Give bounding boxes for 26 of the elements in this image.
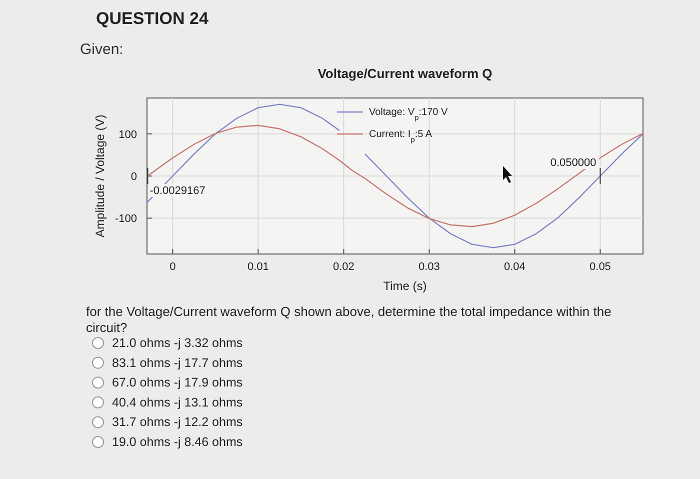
annotation: 0.050000 [550, 157, 596, 169]
chart-title: Voltage/Current waveform Q [318, 66, 492, 81]
line-series [146, 124, 644, 228]
legend-label: Voltage: V$_{p}$:170 V [369, 107, 448, 122]
text: Given: [80, 41, 124, 58]
y-axis-title: Amplitude / Voltage (V) [93, 114, 107, 238]
text: 19.0 ohms -j 8.46 ohms [112, 435, 243, 449]
x-tick-label: 0.04 [504, 261, 526, 273]
text: 83.1 ohms -j 17.7 ohms [112, 356, 243, 370]
x-tick-label: 0.03 [418, 261, 440, 273]
legend-label: Current: I$_{p}$:5 A [369, 129, 432, 144]
y-tick-label: 100 [118, 128, 137, 141]
text: 21.0 ohms -j 3.32 ohms [112, 336, 243, 350]
text: 40.4 ohms -j 13.1 ohms [112, 395, 243, 410]
annotation: -0.0029167 [150, 185, 206, 197]
x-tick-label: 0.01 [247, 261, 269, 273]
text: QUESTION 24 [96, 9, 209, 28]
x-tick-label: 0.02 [332, 261, 354, 273]
text: for the Voltage/Current waveform Q shown above, determine the total impedance within the circuit? [86, 304, 612, 335]
x-axis-title: Time (s) [383, 279, 427, 293]
y-tick-label: -100 [114, 213, 137, 226]
x-tick-label: 0 [170, 261, 176, 273]
y-tick-label: 0 [130, 171, 137, 183]
x-tick-label: 0.05 [590, 261, 611, 273]
text: 31.7 ohms -j 12.2 ohms [112, 415, 243, 430]
text: 67.0 ohms -j 17.9 ohms [112, 376, 243, 390]
